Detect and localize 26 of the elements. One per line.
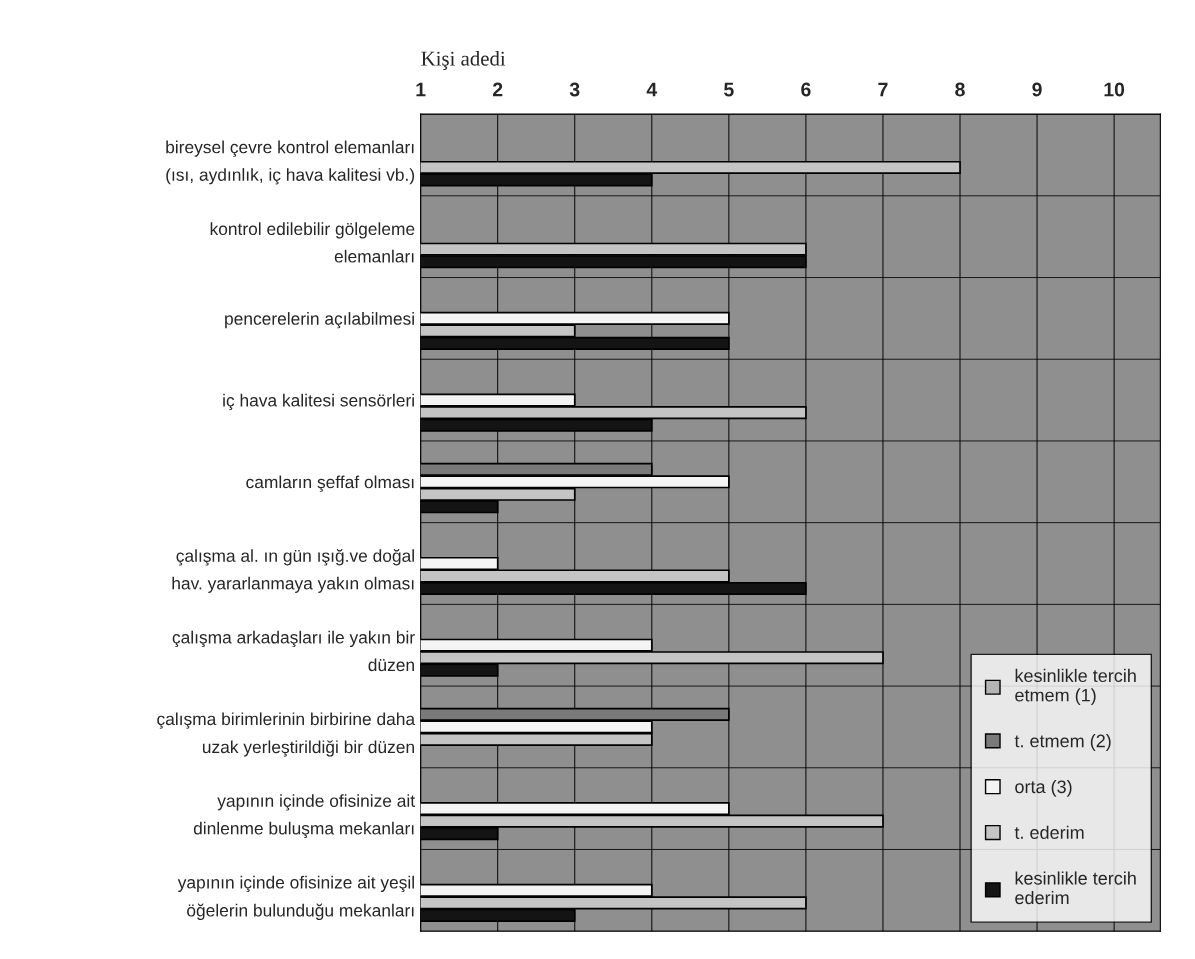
x-tick-label: 9 [1032,82,1042,97]
y-tick-label: pencerelerin açılabilmesi [225,312,414,329]
y-tick-label: iç hava kalitesi sensörleri [223,393,414,411]
x-tick-label: 2 [492,82,503,97]
x-tick-label: 10 [1104,82,1125,97]
x-tick-label: 3 [569,82,580,97]
y-tick-label: çalışma birimlerinin birbirine daha uzak yerleştirildiği bir düzen [157,712,416,757]
legend-label: kesinlikle tercih ederim [1015,871,1136,905]
x-tick-label: 5 [724,82,734,97]
y-tick-label: kontrol edilebilir gölgeleme elemanları [210,222,415,263]
y-tick-label: yapının içinde ofisinize ait yeşil öğelerin bulunduğu mekanları [177,875,414,920]
legend-label: orta (3) [1015,779,1072,797]
y-tick-label: çalışma arkadaşları ile yakın bir düzen [172,630,415,672]
y-tick-label: camların şeffaf olması [246,475,414,492]
y-tick-label: yapının içinde ofisinize ait dinlenme buluşma mekanları [193,794,415,839]
x-axis-title: Kişi adedi [421,50,506,70]
x-tick-label: 8 [955,82,965,97]
legend-label: kesinlikle tercih etmem (1) [1015,668,1136,706]
x-tick-label: 6 [801,82,811,97]
legend-label: t. ederim [1014,825,1084,839]
x-tick-label: 4 [646,82,658,97]
legend-label: t. etmem (2) [1014,734,1111,751]
y-tick-label: çalışma al. ın gün ışığ.ve doğal hav. yararlanmaya yakın olması [172,548,414,593]
x-tick-label: 1 [416,82,426,97]
y-tick-label: bireysel çevre kontrol elemanları (ısı, aydınlık, iç hava kalitesi vb.) [166,140,415,185]
x-tick-label: 7 [878,82,888,97]
